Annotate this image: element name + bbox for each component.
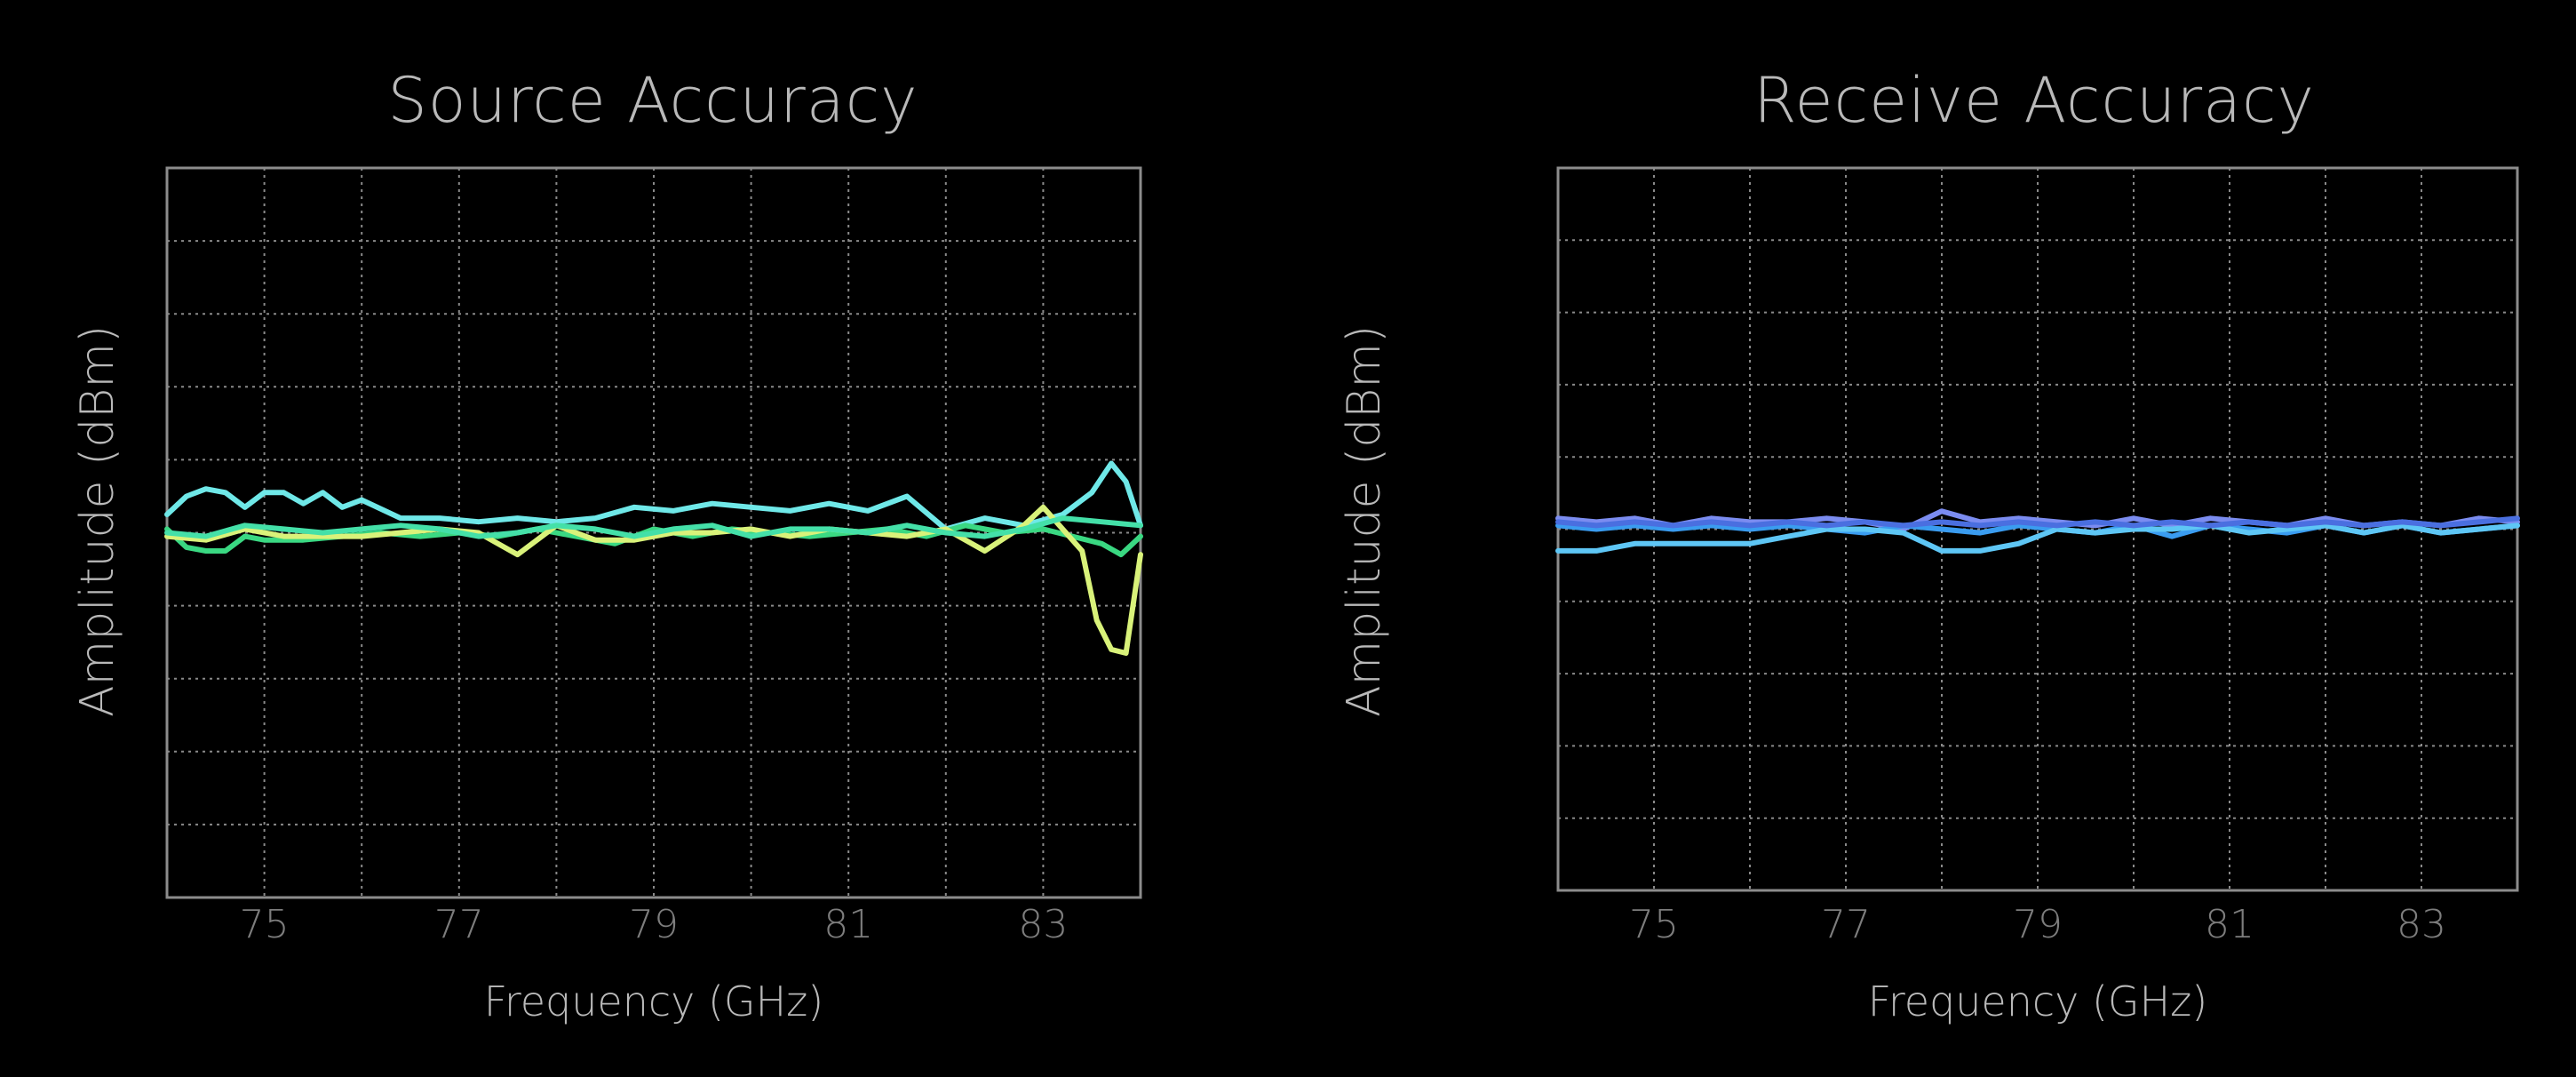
x-axis-label: Frequency (GHz) [483,977,824,1025]
series-line-1 [164,460,1143,532]
chart-title: Receive Accuracy [1753,64,2315,137]
x-tick-label: 83 [1018,902,1068,947]
x-tick-label: 75 [240,902,290,947]
source-accuracy-chart: Source Accuracy Amplitude (dBm) Frequenc… [71,64,1143,1025]
x-axis-label: Frequency (GHz) [1867,977,2208,1025]
receive-accuracy-chart: Receive Accuracy Amplitude (dBm) Frequen… [1288,0,2576,1077]
x-tick-label: 81 [2205,902,2254,947]
series-line-4 [164,515,1143,539]
x-tick-label: 75 [1629,902,1679,947]
x-tick-label: 83 [2397,902,2446,947]
x-tick-label: 77 [1821,902,1871,947]
x-tick-label: 77 [434,902,484,947]
series-line-4 [1555,515,2520,529]
plot-area: 75 77 79 81 83 [164,166,1143,947]
x-tick-label: 81 [823,902,873,947]
plot-area: 75 77 79 81 83 [1555,166,2520,947]
x-tick-label: 79 [2013,902,2063,947]
chart-title: Source Accuracy [387,64,918,137]
plot-frame [1556,166,2519,892]
series-line-3 [1555,523,2520,554]
x-tick-label: 79 [629,902,679,947]
